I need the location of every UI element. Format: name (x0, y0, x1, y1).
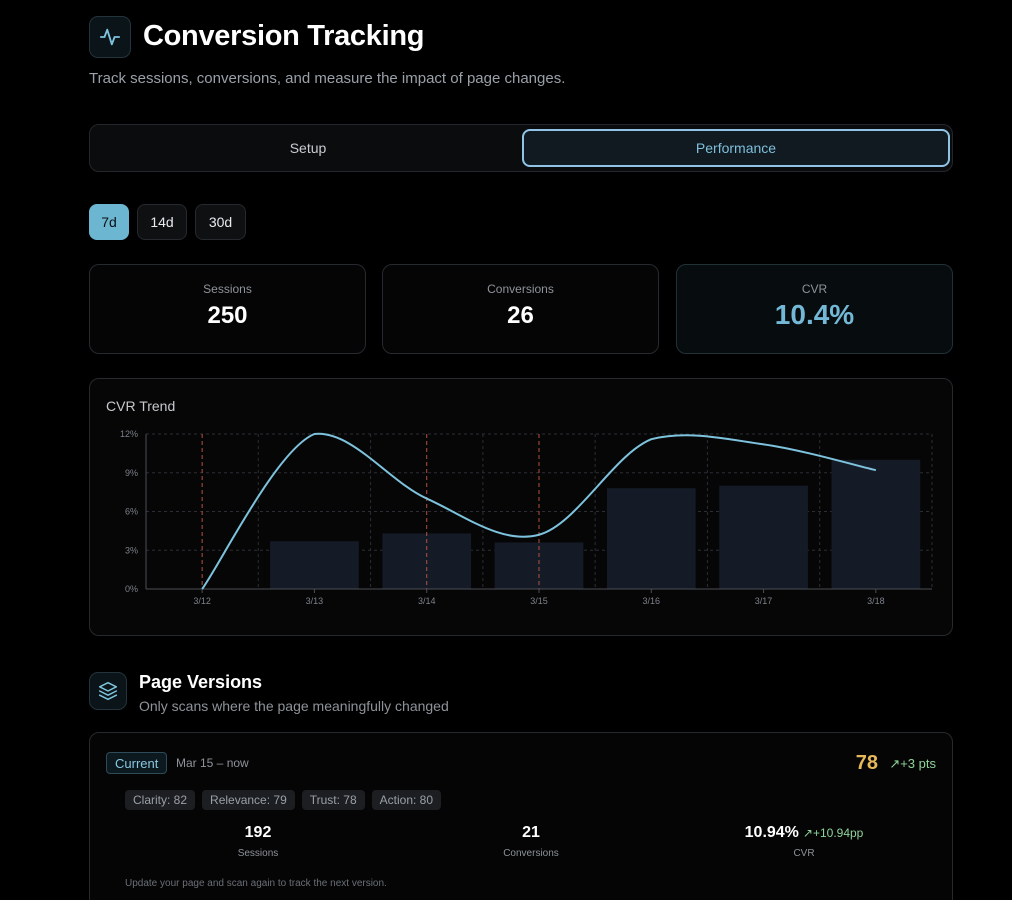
metric-value: 10.94% ↗+10.94pp (694, 824, 914, 842)
version-conversions: 21 Conversions (421, 824, 641, 859)
version-cvr: 10.94% ↗+10.94pp CVR (694, 824, 914, 859)
cvr-delta: ↗+10.94pp (802, 826, 864, 840)
metric-label: Sessions (237, 848, 279, 859)
y-tick-label: 3% (125, 545, 138, 555)
y-tick-label: 9% (125, 468, 138, 478)
x-tick-label: 3/17 (755, 596, 773, 606)
sessions-stat-card: Sessions 250 (89, 264, 366, 354)
current-version-card: Current Mar 15 – now 78 ↗+3 pts Clarity:… (89, 732, 953, 900)
version-date-range: Mar 15 – now (176, 756, 249, 770)
bar-3/16 (606, 488, 696, 589)
metric-label: CVR (793, 848, 815, 859)
page-versions-subtitle: Only scans where the page meaningfully c… (139, 698, 449, 714)
tag-trust: Trust: 78 (301, 790, 365, 810)
cvr-trend-line (201, 432, 877, 590)
bar-3/18 (831, 459, 921, 589)
y-tick-label: 0% (125, 584, 138, 594)
tab-bar: Setup Performance (89, 124, 953, 172)
chart-canvas: 0% 3% 6% 9% 12% 3/12 3/13 3/14 3/15 3/16 3/17 3/18 (120, 429, 933, 606)
metric-value: 192 (244, 824, 272, 841)
current-badge: Current (106, 752, 168, 774)
y-tick-label: 6% (125, 507, 138, 517)
page-subtitle: Track sessions, conversions, and measure… (89, 70, 566, 87)
stat-value: 250 (207, 302, 248, 329)
version-sessions: 192 Sessions (148, 824, 368, 859)
range-7d-button[interactable]: 7d (89, 204, 129, 240)
tag-relevance: Relevance: 79 (202, 790, 295, 810)
tab-setup[interactable]: Setup (289, 140, 327, 156)
x-tick-label: 3/16 (643, 596, 661, 606)
activity-icon (89, 16, 131, 58)
stat-label: Conversions (487, 282, 554, 296)
page-versions-title: Page Versions (139, 672, 263, 692)
tag-action: Action: 80 (371, 790, 442, 810)
x-tick-label: 3/15 (530, 596, 548, 606)
score-delta-value: +3 pts (900, 756, 936, 771)
score-tags: Clarity: 82 Relevance: 79 Trust: 78 Acti… (125, 790, 442, 810)
conversions-stat-card: Conversions 26 (382, 264, 659, 354)
tab-performance[interactable]: Performance (522, 129, 950, 167)
tag-clarity: Clarity: 82 (125, 790, 196, 810)
y-tick-label: 12% (120, 429, 138, 439)
cvr-stat-card: CVR 10.4% (676, 264, 953, 354)
x-tick-label: 3/12 (193, 596, 211, 606)
stat-value: 26 (507, 302, 534, 329)
version-note: Update your page and scan again to track… (125, 878, 387, 889)
x-tick-label: 3/14 (418, 596, 436, 606)
range-30d-button[interactable]: 30d (195, 204, 246, 240)
x-tick-label: 3/18 (867, 596, 885, 606)
stat-label: CVR (801, 282, 828, 296)
bar-3/17 (719, 485, 808, 589)
stat-label: Sessions (203, 282, 252, 296)
cvr-value: 10.94% (744, 824, 799, 841)
stat-value: 10.4% (774, 299, 855, 330)
version-score: 78 (855, 752, 878, 774)
range-14d-button[interactable]: 14d (137, 204, 187, 240)
bar-3/13 (270, 541, 359, 589)
page-title: Conversion Tracking (143, 20, 425, 52)
layers-icon (89, 672, 127, 710)
metric-label: Conversions (503, 848, 559, 859)
chart-title: CVR Trend (106, 398, 176, 414)
trend-up-icon: ↗ (889, 756, 901, 771)
metric-value: 21 (522, 824, 540, 841)
cvr-trend-chart: CVR Trend 0% 3% 6% 9% 12% 3/12 3/13 3/14 3/15 3/1… (89, 378, 953, 636)
score-delta: ↗+3 pts (889, 756, 936, 772)
x-tick-label: 3/13 (306, 596, 324, 606)
cvr-delta-value: +10.94pp (812, 826, 864, 840)
